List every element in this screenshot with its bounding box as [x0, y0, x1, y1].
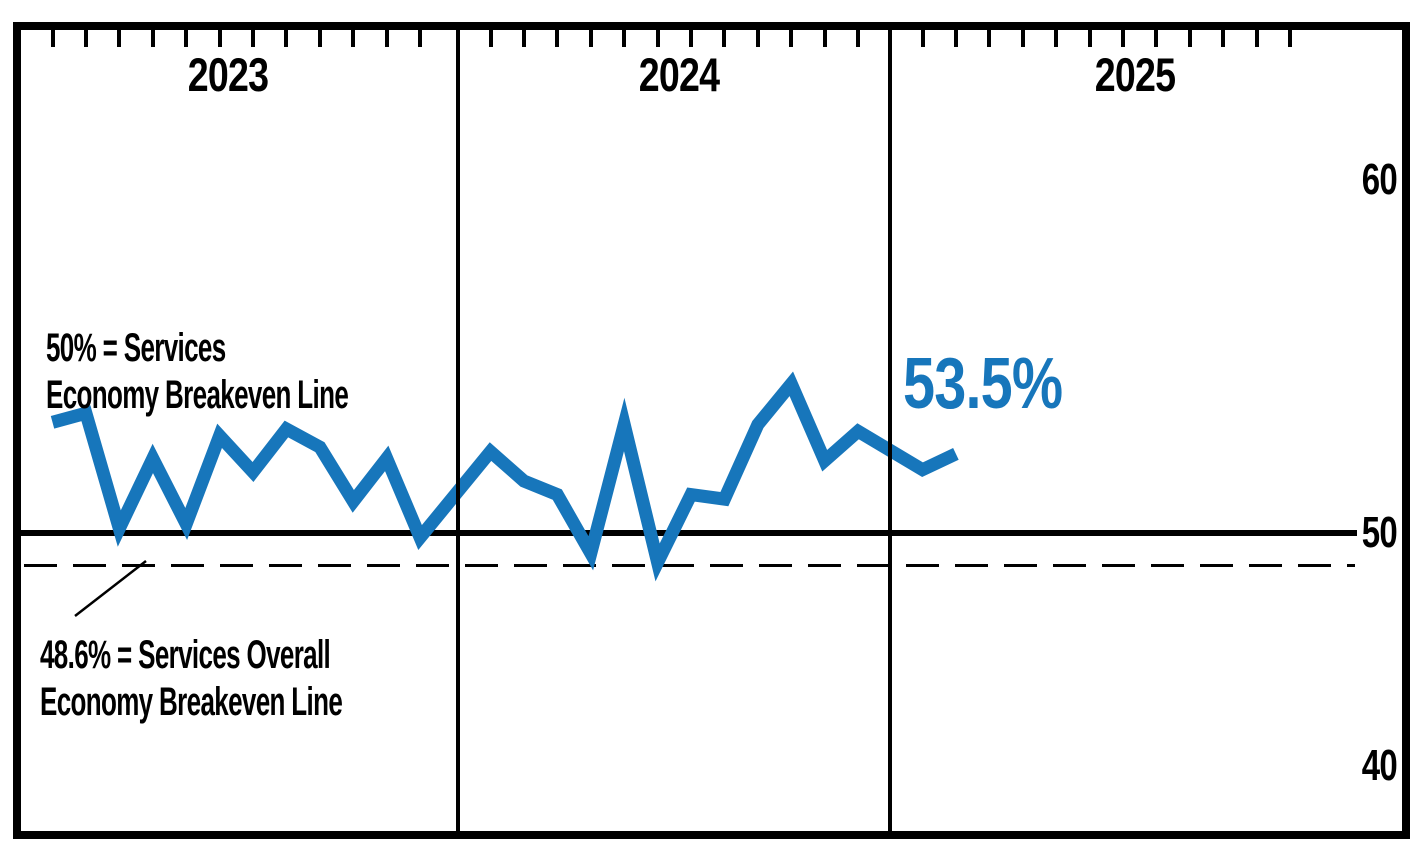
- breakeven-50-annotation-line2: Economy Breakeven Line: [46, 373, 349, 417]
- month-tick: [588, 30, 593, 47]
- month-tick: [384, 30, 389, 47]
- month-tick: [856, 30, 861, 47]
- month-tick: [1121, 30, 1125, 47]
- month-tick: [83, 30, 88, 47]
- month-tick: [755, 30, 760, 47]
- month-tick: [521, 30, 526, 47]
- month-tick: [284, 30, 289, 47]
- month-tick: [184, 30, 189, 47]
- month-tick: [217, 30, 222, 47]
- month-tick: [920, 30, 925, 47]
- year-divider-2024: [456, 30, 460, 831]
- month-tick: [622, 30, 627, 47]
- month-tick: [953, 30, 958, 47]
- breakeven-48-6-dashed-line: [24, 564, 1355, 567]
- month-tick: [488, 30, 493, 47]
- year-label-2025: 2025: [1094, 48, 1176, 101]
- breakeven-50-annotation-line1: 50% = Services: [46, 326, 226, 370]
- month-tick: [150, 30, 155, 47]
- month-tick: [251, 30, 255, 47]
- breakeven-48-6-annotation-line2: Economy Breakeven Line: [40, 680, 343, 724]
- breakeven-48-6-annotation: 48.6% = Services Overall Economy Breakev…: [40, 632, 343, 726]
- month-tick: [789, 30, 794, 47]
- month-tick: [689, 30, 693, 47]
- breakeven-48-6-annotation-line1: 48.6% = Services Overall: [40, 633, 331, 677]
- month-tick: [1154, 30, 1159, 47]
- month-tick: [987, 30, 992, 47]
- month-tick: [351, 30, 356, 47]
- year-label-2023: 2023: [187, 48, 269, 101]
- last-value-label: 53.5%: [903, 344, 1063, 424]
- month-tick: [1054, 30, 1059, 47]
- month-tick: [1221, 30, 1226, 47]
- month-tick: [822, 30, 827, 47]
- y-axis-label-60: 60: [1361, 155, 1398, 204]
- month-tick: [1288, 30, 1293, 47]
- annotation-pointer-line: [74, 560, 147, 617]
- month-tick: [1020, 30, 1025, 47]
- month-tick: [117, 30, 122, 47]
- month-tick: [1087, 30, 1092, 47]
- month-tick: [555, 30, 560, 47]
- breakeven-50-annotation: 50% = Services Economy Breakeven Line: [46, 325, 349, 419]
- month-tick: [722, 30, 727, 47]
- month-tick: [1254, 30, 1259, 47]
- breakeven-50-line: [21, 530, 1357, 536]
- y-axis-label-50: 50: [1361, 508, 1398, 557]
- month-tick: [655, 30, 660, 47]
- pmi-series-line: [50, 371, 959, 582]
- month-tick: [418, 30, 423, 47]
- plot-frame: [13, 22, 1410, 839]
- year-divider-2025: [888, 30, 892, 831]
- y-axis-label-40: 40: [1361, 741, 1398, 790]
- month-tick: [317, 30, 322, 47]
- month-tick: [1187, 30, 1192, 47]
- year-label-2024: 2024: [638, 48, 720, 101]
- month-tick: [50, 30, 55, 47]
